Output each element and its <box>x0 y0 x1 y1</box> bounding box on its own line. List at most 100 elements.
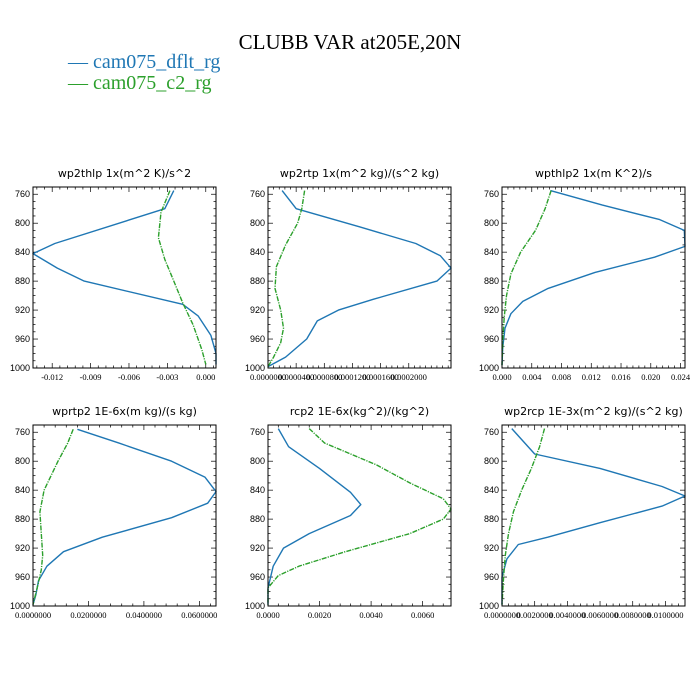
y-tick-label: 880 <box>15 514 30 524</box>
x-tick-label: -0.009 <box>80 372 102 382</box>
panel-5: rcp2 1E-6x(kg^2)/(kg^2) 760 800 840 880 920 96… <box>245 405 452 620</box>
x-tick-label: 0.0060 <box>411 610 434 620</box>
series-line-dflt <box>267 190 452 368</box>
x-tick-label: 0.000 <box>492 372 511 382</box>
y-tick-label: 840 <box>484 485 499 495</box>
panel-2: wp2rtp 1x(m^2 kg)/(s^2 kg) 760 800 840 880 92… <box>245 167 452 382</box>
x-tick-label: 0.016 <box>611 372 630 382</box>
y-tick-label: 880 <box>15 276 30 286</box>
x-tick-label: 0.004 <box>522 372 542 382</box>
x-tick-label: 0.0000000 <box>15 610 51 620</box>
panel-4: wprtp2 1E-6x(m kg)/(s kg) 760 800 840 880 920… <box>10 405 217 620</box>
y-tick-label: 800 <box>250 218 265 228</box>
y-tick-label: 920 <box>250 543 265 553</box>
y-tick-label: 800 <box>250 456 265 466</box>
y-tick-label: 920 <box>15 543 30 553</box>
x-tick-label: 0.0000 <box>256 610 279 620</box>
y-tick-label: 760 <box>250 189 265 199</box>
y-tick-label: 920 <box>484 305 499 315</box>
x-tick-label: 0.0040 <box>359 610 382 620</box>
x-tick-label: 0.0400000 <box>126 610 162 620</box>
y-tick-label: 880 <box>250 276 265 286</box>
x-tick-label: 0.024 <box>671 372 691 382</box>
series-line-dflt <box>32 190 217 365</box>
series-line-c2 <box>501 428 546 605</box>
y-tick-label: 960 <box>15 334 30 344</box>
series-line-dflt <box>501 428 686 605</box>
x-tick-label: -0.003 <box>156 372 178 382</box>
y-tick-label: 840 <box>15 485 30 495</box>
y-tick-label: 840 <box>250 485 265 495</box>
series-line-c2 <box>32 429 74 605</box>
y-tick-label: 760 <box>15 189 30 199</box>
y-tick-label: 960 <box>250 572 265 582</box>
panel-3: wpthlp2 1x(m K^2)/s 760 800 840 880 920 960 100… <box>479 167 691 382</box>
panel-title: wp2rtp 1x(m^2 kg)/(s^2 kg) <box>280 167 439 180</box>
y-tick-label: 960 <box>484 572 499 582</box>
y-tick-label: 1000 <box>479 601 499 611</box>
x-tick-label: 0.0100000 <box>647 610 683 620</box>
plot-frame <box>32 186 217 369</box>
y-tick-label: 1000 <box>10 601 30 611</box>
y-tick-label: 760 <box>484 427 499 437</box>
x-tick-label: 0.0001200 <box>334 372 370 382</box>
legend-entry-c2: — cam075_c2_rg <box>68 72 212 94</box>
y-tick-label: 800 <box>15 456 30 466</box>
y-tick-label: 800 <box>484 218 499 228</box>
x-tick-label: 0.0200000 <box>70 610 106 620</box>
plot-frame <box>501 186 686 369</box>
y-tick-label: 760 <box>250 427 265 437</box>
series-line-c2 <box>157 190 207 365</box>
x-tick-label: 0.0000000 <box>484 610 520 620</box>
panel-1: wp2thlp 1x(m^2 K)/s^2 760 800 840 880 920 960 1… <box>10 167 217 382</box>
x-tick-label: 0.020 <box>641 372 660 382</box>
y-tick-label: 920 <box>484 543 499 553</box>
x-tick-label: 0.0020000 <box>517 610 553 620</box>
y-tick-label: 920 <box>15 305 30 315</box>
panel-6: wp2rcp 1E-3x(m^2 kg)/(s^2 kg) 760 800 840 88… <box>479 405 686 620</box>
x-tick-label: 0.0600000 <box>181 610 217 620</box>
y-tick-label: 960 <box>250 334 265 344</box>
y-tick-label: 760 <box>15 427 30 437</box>
panel-title: wp2thlp 1x(m^2 K)/s^2 <box>58 167 191 180</box>
series-line-c2 <box>267 428 452 605</box>
x-tick-label: -0.006 <box>118 372 140 382</box>
panel-title: rcp2 1E-6x(kg^2)/(kg^2) <box>290 405 429 418</box>
series-line-c2 <box>267 190 306 367</box>
y-tick-label: 880 <box>484 514 499 524</box>
y-tick-label: 1000 <box>245 363 265 373</box>
plot-frame <box>501 424 686 607</box>
plot-frame <box>32 424 217 607</box>
y-tick-label: 1000 <box>10 363 30 373</box>
x-tick-label: 0.008 <box>552 372 571 382</box>
x-tick-label: 0.0080000 <box>615 610 651 620</box>
x-tick-label: 0.0060000 <box>582 610 618 620</box>
series-line-c2 <box>501 190 552 366</box>
y-tick-label: 800 <box>484 456 499 466</box>
x-tick-label: 0.012 <box>582 372 601 382</box>
x-tick-label: 0.0020 <box>308 610 331 620</box>
y-tick-label: 840 <box>484 247 499 257</box>
x-tick-label: 0.0000000 <box>250 372 286 382</box>
x-tick-label: 0.0040000 <box>549 610 585 620</box>
y-tick-label: 800 <box>15 218 30 228</box>
figure-title: CLUBB VAR at205E,20N <box>238 30 462 54</box>
x-tick-label: -0.012 <box>41 372 63 382</box>
y-tick-label: 840 <box>15 247 30 257</box>
x-tick-label: 0.0000800 <box>306 372 342 382</box>
y-tick-label: 840 <box>250 247 265 257</box>
y-tick-label: 1000 <box>479 363 499 373</box>
series-line-dflt <box>267 428 362 605</box>
series-line-dflt <box>501 189 686 366</box>
x-tick-label: 0.0001600 <box>363 372 399 382</box>
y-tick-label: 880 <box>484 276 499 286</box>
y-tick-label: 760 <box>484 189 499 199</box>
y-tick-label: 920 <box>250 305 265 315</box>
y-tick-label: 880 <box>250 514 265 524</box>
panel-title: wprtp2 1E-6x(m kg)/(s kg) <box>52 405 197 418</box>
panel-title: wp2rcp 1E-3x(m^2 kg)/(s^2 kg) <box>504 405 683 418</box>
plot-frame <box>267 186 452 369</box>
x-tick-label: 0.000 <box>196 372 215 382</box>
legend-entry-dflt: — cam075_dflt_rg <box>68 51 221 73</box>
